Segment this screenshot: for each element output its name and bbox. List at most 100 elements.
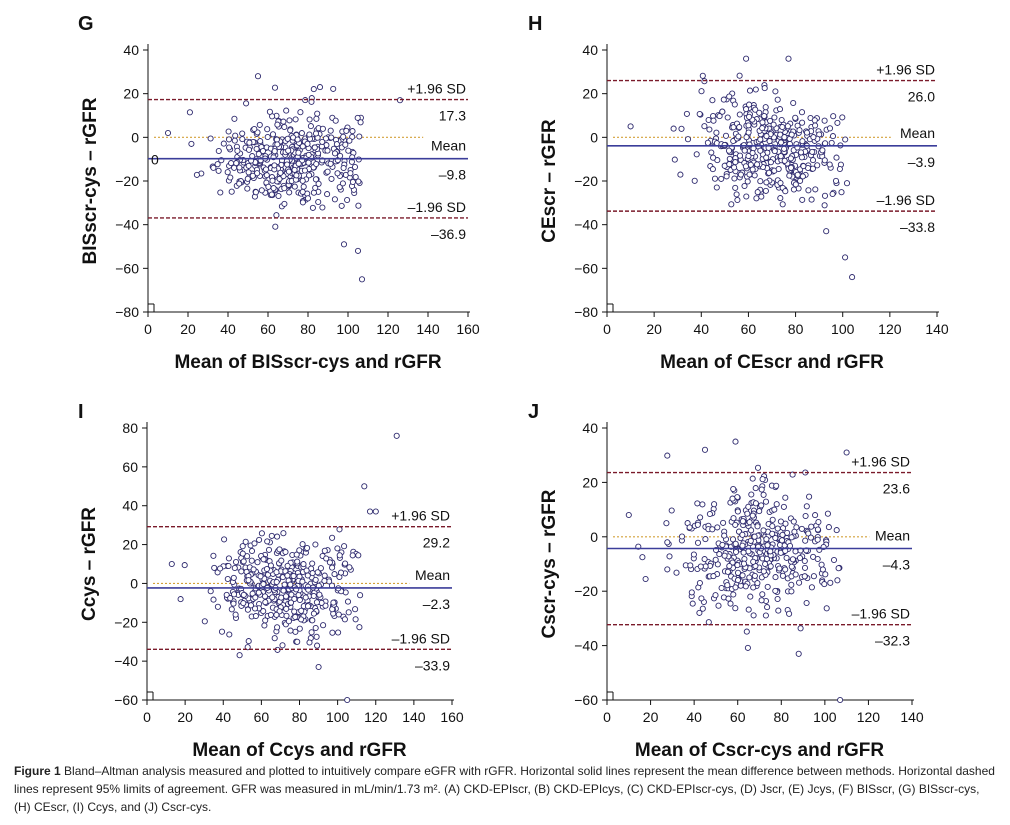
data-point (749, 512, 756, 519)
data-point (744, 644, 751, 651)
data-point (234, 147, 241, 154)
y-tick-label: −20 (574, 173, 598, 189)
data-point (314, 642, 321, 649)
data-point (356, 133, 363, 140)
x-tick-label: 60 (260, 321, 276, 337)
data-point (341, 543, 348, 550)
data-point (740, 549, 747, 556)
data-point (281, 200, 288, 207)
data-point (346, 137, 353, 144)
lower-sd-value: –33.9 (415, 657, 450, 673)
data-point (252, 189, 259, 196)
outlier-point (366, 508, 374, 515)
data-point (721, 532, 728, 539)
data-point (249, 172, 256, 179)
data-point (312, 541, 319, 548)
data-point (774, 595, 781, 603)
upper-sd-label: +1.96 SD (876, 62, 935, 78)
data-point (302, 594, 309, 601)
data-point (719, 108, 726, 115)
data-point (762, 104, 769, 111)
data-point (320, 622, 327, 629)
data-point (842, 136, 849, 143)
data-point (296, 625, 303, 632)
outlier-point (164, 129, 172, 137)
data-point (744, 510, 751, 517)
outlier-point (340, 241, 348, 248)
data-point (355, 552, 362, 559)
x-tick-label: 40 (693, 321, 709, 337)
data-point (833, 154, 840, 161)
data-point (215, 167, 222, 174)
data-point (743, 628, 750, 635)
data-point (782, 494, 789, 501)
data-point (812, 186, 819, 193)
data-point (306, 639, 313, 646)
data-point (354, 114, 361, 121)
data-point (699, 501, 706, 508)
data-point (774, 96, 781, 103)
mean-label: Mean (875, 527, 910, 543)
data-point (796, 554, 804, 562)
data-point (287, 599, 295, 606)
data-point (731, 101, 738, 108)
data-point (750, 584, 757, 591)
data-point (282, 548, 289, 556)
data-point (760, 568, 767, 575)
data-point (274, 533, 281, 540)
data-point (334, 170, 341, 177)
data-point (312, 176, 319, 183)
data-point (745, 503, 752, 510)
data-point (826, 125, 834, 132)
data-point (277, 169, 284, 176)
data-point (760, 491, 767, 498)
outlier-point (358, 276, 366, 283)
data-point (809, 148, 816, 155)
data-point (839, 114, 846, 121)
caption-label: Figure 1 (14, 764, 61, 778)
data-point (814, 555, 821, 563)
data-point (252, 612, 259, 620)
data-point (838, 189, 845, 196)
data-point (260, 556, 267, 563)
data-point (314, 569, 321, 576)
mean-value: –2.3 (423, 596, 450, 612)
data-point (763, 179, 770, 186)
x-axis-title: Mean of Ccys and rGFR (192, 740, 407, 760)
data-point (210, 596, 217, 603)
data-point (732, 184, 739, 191)
data-point (256, 536, 263, 543)
data-point (745, 606, 752, 613)
data-point (830, 556, 838, 564)
data-point (751, 572, 758, 579)
data-point (691, 177, 698, 184)
y-tick-label: 40 (582, 42, 598, 58)
data-point (239, 136, 246, 143)
data-point (833, 527, 840, 534)
data-point (734, 562, 741, 569)
data-point (251, 540, 258, 547)
data-point (698, 88, 705, 95)
data-point (736, 152, 744, 159)
data-point (794, 171, 801, 178)
data-point (188, 140, 195, 147)
data-point (251, 125, 258, 133)
panel-j: J −60 −40 −20 0 20 40 0 20 40 60 80 100 120 140 Mean of… (528, 401, 924, 760)
data-point (796, 127, 803, 134)
x-tick-label: 0 (603, 709, 611, 725)
data-point (803, 599, 810, 607)
upper-sd-label: +1.96 SD (851, 454, 910, 470)
data-point (299, 541, 306, 548)
data-point (706, 510, 713, 518)
data-point (790, 99, 797, 107)
data-point (278, 557, 285, 564)
y-tick-label: −60 (114, 692, 138, 708)
data-point (293, 551, 300, 558)
data-point (342, 141, 349, 148)
data-point (310, 86, 317, 93)
data-point (254, 170, 261, 177)
data-point (775, 165, 782, 173)
data-point (731, 175, 738, 182)
data-point (306, 131, 313, 138)
data-point (264, 133, 271, 141)
